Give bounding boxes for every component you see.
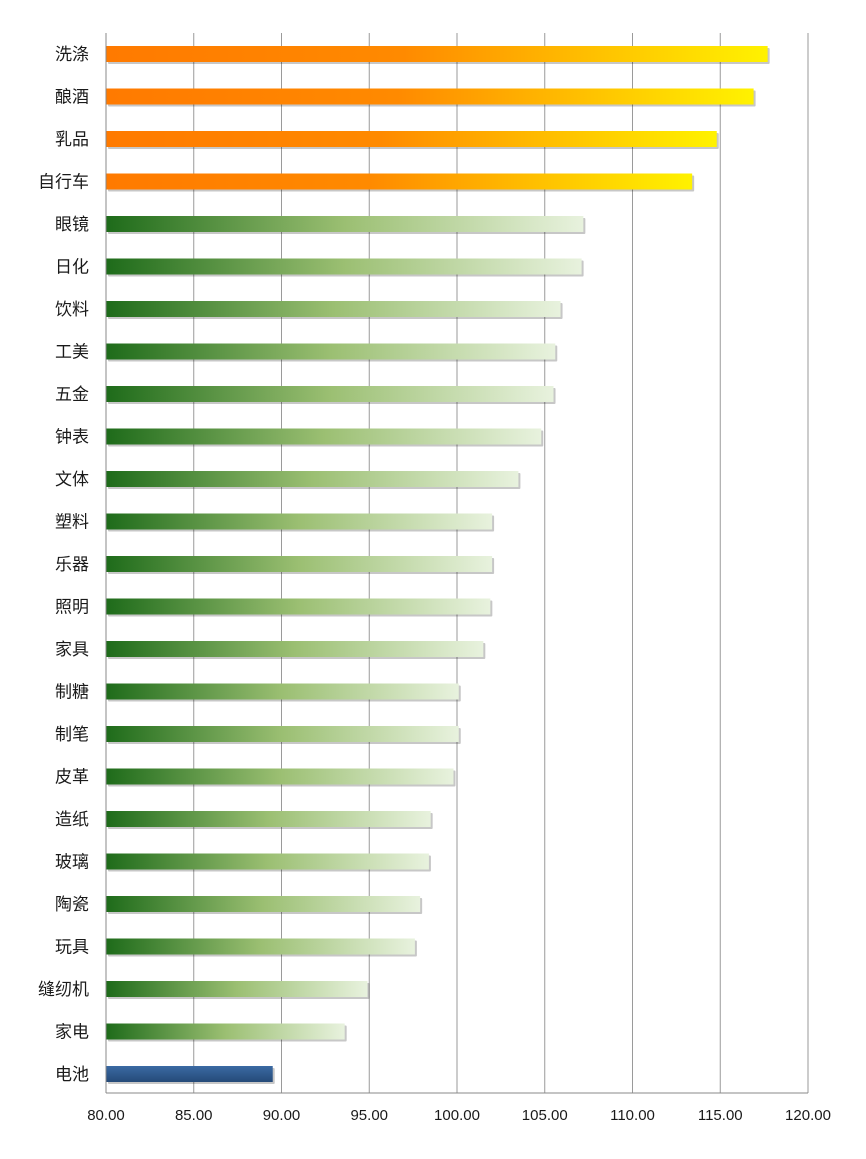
category-label: 乳品 bbox=[55, 130, 89, 150]
category-label: 乐器 bbox=[55, 555, 89, 575]
category-label: 钟表 bbox=[55, 428, 89, 448]
category-label: 文体 bbox=[55, 470, 89, 490]
category-label: 饮料 bbox=[55, 300, 89, 320]
bar-皮革 bbox=[106, 768, 454, 785]
x-tick-label: 115.00 bbox=[698, 1107, 743, 1124]
bar-工美 bbox=[106, 343, 556, 360]
x-tick-label: 120.00 bbox=[785, 1107, 831, 1124]
bar-家具 bbox=[106, 641, 484, 657]
category-label: 照明 bbox=[55, 598, 89, 618]
bar-钟表 bbox=[106, 428, 542, 445]
bar-玩具 bbox=[106, 938, 415, 955]
bar-饮料 bbox=[106, 301, 561, 317]
category-label: 造纸 bbox=[55, 810, 89, 830]
category-label: 皮革 bbox=[55, 768, 89, 788]
bar-电池 bbox=[106, 1066, 273, 1082]
category-label: 制糖 bbox=[55, 683, 89, 703]
x-tick-labels: 80.00 85.00 90.00 95.00 100.00 105.00 110.00 11… bbox=[87, 1107, 831, 1124]
bar-文体 bbox=[106, 471, 519, 487]
x-tick-label: 105.00 bbox=[522, 1107, 568, 1124]
category-label: 家具 bbox=[55, 640, 89, 660]
x-tick-label: 85.00 bbox=[175, 1107, 213, 1124]
category-label: 酿酒 bbox=[55, 88, 89, 108]
category-label: 工美 bbox=[55, 343, 89, 363]
bar-制笔 bbox=[106, 726, 459, 742]
category-label: 玩具 bbox=[55, 938, 89, 958]
bars bbox=[106, 46, 770, 1084]
bar-洗涤 bbox=[106, 46, 768, 62]
category-label: 洗涤 bbox=[55, 45, 89, 65]
bar-日化 bbox=[106, 258, 582, 275]
category-label: 陶瓷 bbox=[55, 895, 89, 915]
x-tick-label: 80.00 bbox=[87, 1107, 125, 1124]
bar-五金 bbox=[106, 386, 554, 402]
bar-乐器 bbox=[106, 556, 493, 572]
category-label: 自行车 bbox=[38, 173, 89, 193]
category-label: 眼镜 bbox=[55, 215, 89, 235]
x-tick-label: 100.00 bbox=[434, 1107, 480, 1124]
category-label: 日化 bbox=[55, 258, 89, 278]
bar-玻璃 bbox=[106, 853, 429, 870]
bar-酿酒 bbox=[106, 88, 754, 105]
bar-造纸 bbox=[106, 811, 431, 827]
x-tick-label: 110.00 bbox=[610, 1107, 655, 1124]
bar-家电 bbox=[106, 1023, 345, 1040]
bar-照明 bbox=[106, 598, 491, 615]
bar-缝纫机 bbox=[106, 981, 368, 997]
category-label: 五金 bbox=[55, 385, 89, 405]
bar-陶瓷 bbox=[106, 896, 421, 912]
bar-塑料 bbox=[106, 513, 493, 530]
bar-乳品 bbox=[106, 131, 717, 147]
x-tick-label: 90.00 bbox=[263, 1107, 301, 1124]
category-label: 塑料 bbox=[55, 513, 89, 533]
bar-眼镜 bbox=[106, 216, 584, 232]
bar-自行车 bbox=[106, 173, 693, 190]
x-tick-label: 95.00 bbox=[350, 1107, 388, 1124]
category-label: 制笔 bbox=[55, 725, 89, 745]
bar-制糖 bbox=[106, 683, 459, 700]
category-label: 电池 bbox=[55, 1065, 89, 1085]
category-label: 玻璃 bbox=[55, 853, 89, 873]
category-label: 缝纫机 bbox=[38, 980, 89, 1000]
category-labels: 洗涤酿酒乳品自行车眼镜日化饮料工美五金钟表文体塑料乐器照明家具制糖制笔皮革造纸玻… bbox=[38, 45, 89, 1085]
category-label: 家电 bbox=[55, 1023, 89, 1043]
